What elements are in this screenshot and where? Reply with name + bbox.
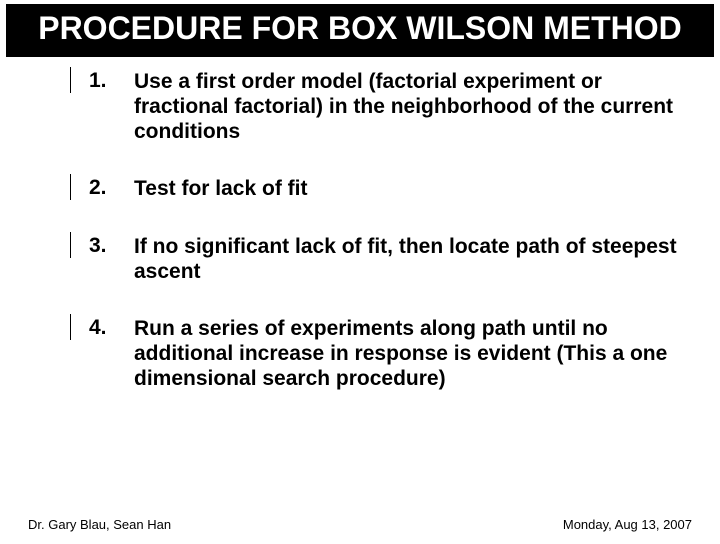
procedure-list: 1. Use a first order model (factorial ex… <box>0 57 720 392</box>
list-number: 3. <box>70 232 120 258</box>
list-text: Use a first order model (factorial exper… <box>120 67 690 145</box>
slide-title: PROCEDURE FOR BOX WILSON METHOD <box>6 4 714 54</box>
list-number: 1. <box>70 67 120 93</box>
footer-date: Monday, Aug 13, 2007 <box>563 517 692 532</box>
list-number: 2. <box>70 174 120 200</box>
footer-authors: Dr. Gary Blau, Sean Han <box>28 517 171 532</box>
list-number: 4. <box>70 314 120 340</box>
list-item: 1. Use a first order model (factorial ex… <box>70 67 690 145</box>
list-text: Run a series of experiments along path u… <box>120 314 690 392</box>
list-text: If no significant lack of fit, then loca… <box>120 232 690 284</box>
slide-footer: Dr. Gary Blau, Sean Han Monday, Aug 13, … <box>28 517 692 532</box>
list-item: 2. Test for lack of fit <box>70 174 690 201</box>
list-item: 3. If no significant lack of fit, then l… <box>70 232 690 284</box>
list-text: Test for lack of fit <box>120 174 690 201</box>
list-item: 4. Run a series of experiments along pat… <box>70 314 690 392</box>
